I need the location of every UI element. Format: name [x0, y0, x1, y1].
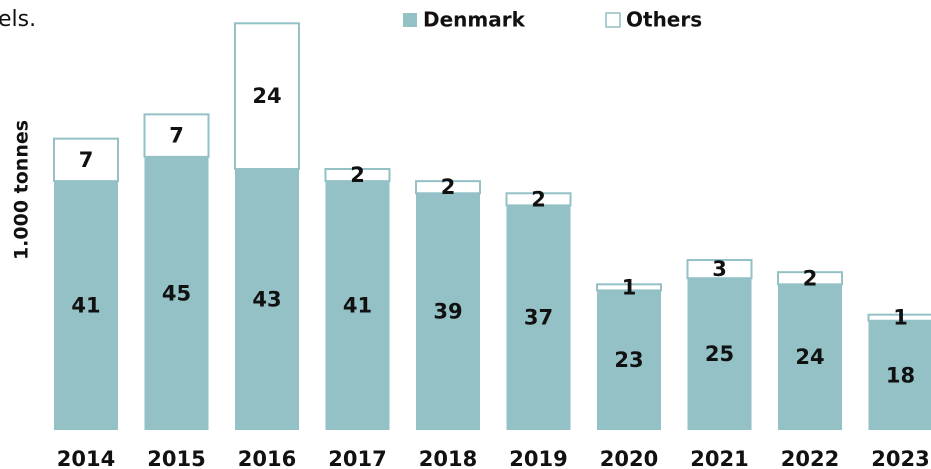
bar-segment: [143, 113, 210, 158]
data-label: 41: [343, 294, 372, 318]
data-label: 2: [803, 266, 818, 290]
bar-segment: [686, 259, 753, 280]
x-tick-label: 2014: [57, 447, 115, 469]
data-label: 37: [524, 306, 553, 330]
bar-segment: [867, 313, 931, 322]
x-tick-label: 2016: [238, 447, 296, 469]
x-tick-label: 2017: [328, 447, 386, 469]
data-label: 24: [252, 84, 281, 108]
bar-segment: [505, 192, 572, 207]
data-label: 45: [162, 281, 191, 305]
bar-segment: [778, 284, 842, 430]
x-tick-label: 2019: [509, 447, 567, 469]
bar-segment: [415, 180, 481, 195]
bar-segment: [234, 22, 300, 170]
data-label: 2: [531, 187, 546, 211]
x-tick-label: 2022: [781, 447, 839, 469]
y-axis-label: 1.000 tonnes: [11, 120, 33, 260]
data-label: 39: [433, 300, 462, 324]
bar-segment: [54, 181, 118, 430]
bar-segment: [416, 193, 480, 430]
bar-segment: [324, 167, 391, 183]
bar-segment: [687, 278, 752, 430]
data-label: 43: [252, 287, 281, 311]
x-tick-label: 2018: [419, 447, 477, 469]
legend-swatch: [605, 12, 621, 28]
data-label: 24: [795, 345, 824, 369]
data-label: 2: [350, 163, 365, 187]
data-label: 7: [79, 148, 94, 172]
bar-segment: [597, 290, 661, 430]
data-label: 1: [622, 275, 637, 299]
subtitle: els.: [0, 7, 36, 32]
data-label: 2: [441, 175, 456, 199]
bar-segment: [868, 320, 931, 430]
data-label: 23: [614, 348, 643, 372]
bar-segment: [53, 137, 119, 183]
x-tick-label: 2021: [690, 447, 748, 469]
legend-swatch: [403, 13, 417, 27]
bar-segment: [596, 283, 662, 292]
data-label: 3: [712, 257, 727, 281]
x-tick-label: 2023: [871, 447, 929, 469]
bar-segment: [506, 205, 571, 430]
bar-segment: [777, 271, 843, 286]
data-label: 1: [893, 306, 908, 330]
bar-segment: [235, 168, 299, 431]
data-label: 41: [71, 294, 100, 318]
data-label: 25: [705, 342, 734, 366]
legend-label: Denmark: [423, 8, 526, 32]
legend-label: Others: [626, 8, 702, 32]
bar-segment: [325, 181, 390, 430]
x-tick-label: 2020: [600, 447, 658, 469]
x-tick-label: 2015: [147, 447, 205, 469]
bar-segment: [144, 156, 209, 430]
data-label: 7: [169, 124, 184, 148]
data-label: 18: [886, 363, 915, 387]
